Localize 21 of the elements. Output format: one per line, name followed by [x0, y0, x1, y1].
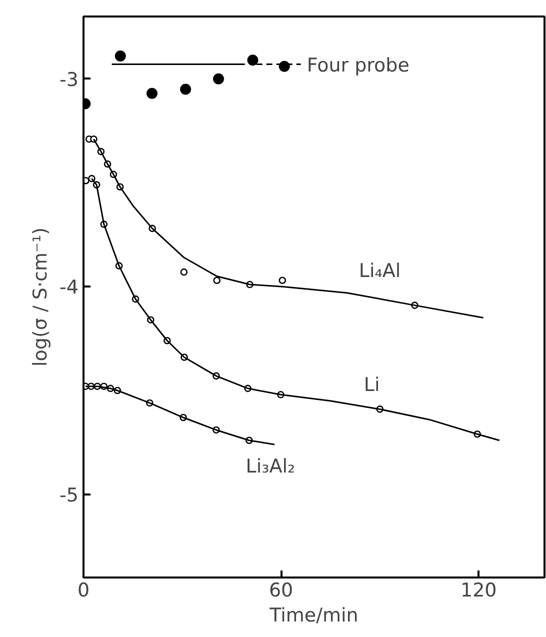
y-tick-label: -4 — [60, 276, 79, 299]
point — [213, 73, 224, 84]
point — [247, 54, 258, 66]
x-tick-label: 120 — [460, 580, 497, 602]
y-axis-title: log(σ / S·cm⁻¹) — [30, 227, 52, 367]
annotation: Four probe — [306, 54, 410, 76]
x-tick-label: 60 — [268, 580, 294, 602]
y-tick-label: -5 — [60, 484, 79, 506]
annotation: Li₄Al — [358, 260, 401, 282]
x-axis-title: Time/min — [268, 604, 358, 626]
point — [114, 50, 126, 62]
point — [213, 276, 221, 284]
point — [180, 84, 192, 95]
point — [180, 268, 188, 276]
annotation: Li₃Al₂ — [246, 456, 296, 478]
y-tick-label: -3 — [60, 68, 79, 91]
point — [278, 60, 290, 72]
point — [146, 88, 158, 99]
point — [278, 276, 286, 284]
annotation: Li — [364, 374, 380, 396]
x-tick-label: 0 — [77, 580, 90, 602]
